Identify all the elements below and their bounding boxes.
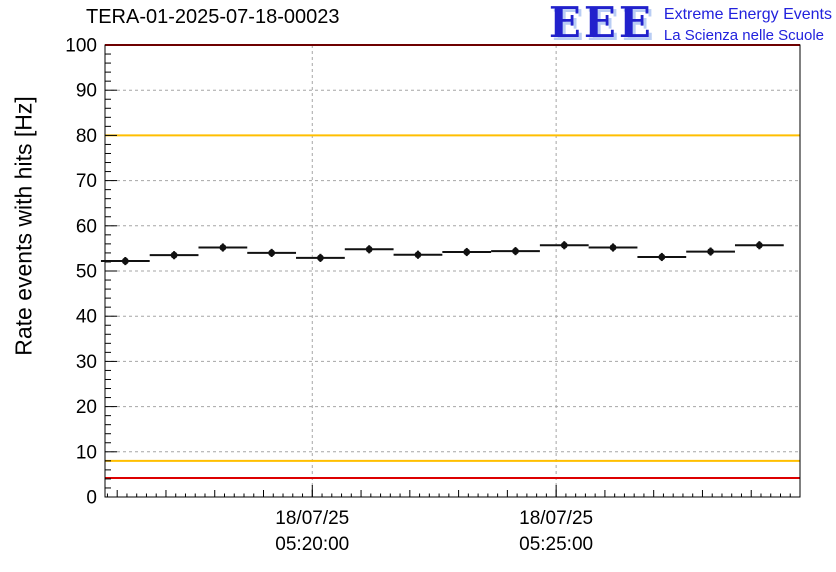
svg-text:20: 20: [76, 397, 97, 418]
svg-text:10: 10: [76, 442, 97, 463]
svg-text:18/07/25: 18/07/25: [275, 508, 349, 529]
svg-text:40: 40: [76, 307, 97, 328]
eee-logo-acronym: EEE: [548, 0, 654, 47]
svg-text:30: 30: [76, 352, 97, 373]
svg-text:05:25:00: 05:25:00: [519, 534, 593, 555]
svg-text:100: 100: [65, 36, 97, 57]
eee-logo: EEE Extreme Energy Events La Scienza nel…: [549, 2, 832, 46]
svg-text:05:20:00: 05:20:00: [275, 534, 349, 555]
svg-text:0: 0: [86, 488, 97, 509]
svg-text:90: 90: [76, 81, 97, 102]
eee-logo-text: Extreme Energy Events La Scienza nelle S…: [664, 2, 832, 46]
plot-title: TERA-01-2025-07-18-00023: [86, 6, 340, 28]
svg-text:18/07/25: 18/07/25: [519, 508, 593, 529]
svg-text:80: 80: [76, 126, 97, 147]
eee-logo-line2: La Scienza nelle Scuole: [663, 27, 825, 44]
svg-text:70: 70: [76, 171, 97, 192]
eee-logo-line1: Extreme Energy Events: [663, 6, 832, 23]
svg-text:60: 60: [76, 216, 97, 237]
svg-text:50: 50: [76, 262, 97, 283]
